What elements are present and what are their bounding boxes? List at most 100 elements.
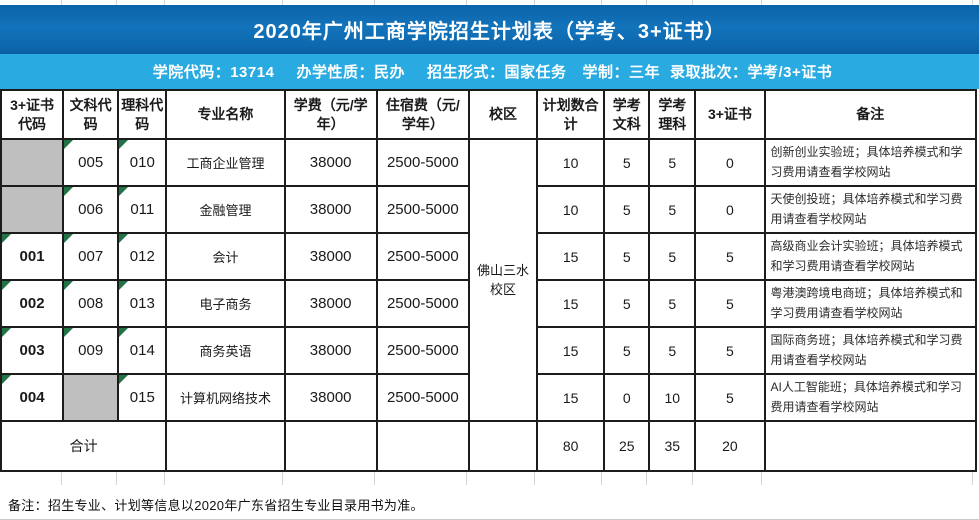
wenke-code-value: 007 — [78, 248, 104, 265]
header-tuition: 学费（元/学年） — [283, 89, 378, 140]
cell-cert: 5 — [694, 232, 766, 281]
cell-like-code: 014 — [117, 326, 168, 375]
header-accommodation: 住宿费（元/学年） — [375, 89, 470, 140]
cell-wenke-code: 008 — [62, 279, 120, 328]
header-plan-total: 计划数合计 — [536, 89, 606, 140]
cell-cert-code: 002 — [0, 279, 65, 328]
header-xuekao-like: 学考理科 — [648, 89, 697, 140]
cell-remark: 高级商业会计实验班；具体培养模式和学习费用请查看学校网站 — [763, 232, 977, 281]
cell-remark: 国际商务班；具体培养模式和学习费用请查看学校网站 — [763, 326, 977, 375]
comment-triangle-icon — [120, 188, 129, 196]
cell-major: 电子商务 — [165, 279, 286, 328]
comment-triangle-icon — [120, 141, 129, 149]
header-row: 3+证书代码 文科代码 理科代码 专业名称 学费（元/学年） 住宿费（元/学年）… — [0, 89, 977, 140]
table-row: 001 007 012 会计 38000 2500-5000 15 5 5 5 … — [0, 232, 977, 281]
cell-tuition: 38000 — [283, 232, 378, 281]
cell-remark: 粤港澳跨境电商班；具体培养模式和学习费用请查看学校网站 — [763, 279, 977, 328]
header-wenke-code: 文科代码 — [62, 89, 120, 140]
cell-major: 金融管理 — [165, 185, 286, 234]
cell-tuition: 38000 — [283, 279, 378, 328]
cell-plan-total: 15 — [536, 373, 606, 422]
cell-remark: 天使创投班；具体培养模式和学习费用请查看学校网站 — [763, 185, 977, 234]
cell-cert-code: 003 — [0, 326, 65, 375]
admission-plan-table: 3+证书代码 文科代码 理科代码 专业名称 学费（元/学年） 住宿费（元/学年）… — [0, 89, 977, 472]
cell-xuekao-like: 5 — [648, 279, 697, 328]
spreadsheet-gridlines-bottom — [0, 472, 977, 485]
comment-triangle-icon — [3, 329, 11, 337]
cell-xuekao-like: 5 — [648, 185, 697, 234]
total-remark-empty — [763, 420, 977, 472]
cell-tuition: 38000 — [283, 185, 378, 234]
cell-like-code: 011 — [117, 185, 168, 234]
cell-cert-code-empty — [0, 185, 65, 234]
cell-plan-total: 15 — [536, 232, 606, 281]
cell-xuekao-like: 10 — [648, 373, 697, 422]
cell-wenke-code: 006 — [62, 185, 120, 234]
cell-xuekao-like: 5 — [648, 326, 697, 375]
total-label: 合计 — [0, 420, 168, 472]
total-campus-empty — [467, 420, 539, 472]
header-cert-code: 3+证书代码 — [0, 89, 65, 140]
header-remarks: 备注 — [763, 89, 977, 140]
cell-cert: 5 — [694, 326, 766, 375]
comment-triangle-icon — [3, 235, 11, 243]
wenke-code-value: 006 — [78, 201, 104, 218]
cell-cert-code: 004 — [0, 373, 65, 422]
wenke-code-value: 009 — [78, 342, 104, 359]
title-bar: 2020年广州工商学院招生计划表（学考、3+证书） — [0, 5, 979, 54]
cell-remark: AI人工智能班；具体培养模式和学习费用请查看学校网站 — [763, 373, 977, 422]
cell-like-code: 013 — [117, 279, 168, 328]
table-row: 005 010 工商企业管理 38000 2500-5000 佛山三水校区 10… — [0, 138, 977, 422]
cell-xuekao-wenke: 5 — [603, 279, 651, 328]
comment-triangle-icon — [65, 235, 74, 243]
total-major-empty — [165, 420, 286, 472]
subtitle-bar: 学院代码：13714 办学性质：民办 招生形式：国家任务 学制：三年 录取批次：… — [0, 54, 979, 89]
header-campus: 校区 — [467, 89, 539, 140]
cell-campus: 佛山三水校区 — [467, 138, 539, 422]
cell-xuekao-wenke: 0 — [603, 373, 651, 422]
cell-xuekao-wenke: 5 — [603, 185, 651, 234]
cell-cert-code: 001 — [0, 232, 65, 281]
table-row: 002 008 013 电子商务 38000 2500-5000 15 5 5 … — [0, 279, 977, 328]
cell-tuition: 38000 — [283, 373, 378, 422]
like-code-value: 013 — [129, 295, 155, 312]
header-like-code: 理科代码 — [117, 89, 168, 140]
table-row: 006 011 金融管理 38000 2500-5000 10 5 5 0 天使… — [0, 185, 977, 234]
comment-triangle-icon — [3, 282, 11, 290]
total-accommodation-empty — [375, 420, 470, 472]
total-xuekao-wenke: 25 — [603, 420, 651, 472]
cert-code-value: 001 — [19, 248, 45, 265]
admission-batch: 录取批次：学考/3+证书 — [669, 64, 833, 81]
cell-accommodation: 2500-5000 — [375, 326, 470, 375]
cell-xuekao-like: 5 — [648, 138, 697, 187]
cell-wenke-code: 009 — [62, 326, 120, 375]
comment-triangle-icon — [120, 376, 129, 384]
cell-major: 会计 — [165, 232, 286, 281]
cell-xuekao-wenke: 5 — [603, 232, 651, 281]
cell-major: 计算机网络技术 — [165, 373, 286, 422]
like-code-value: 014 — [129, 342, 155, 359]
cell-accommodation: 2500-5000 — [375, 373, 470, 422]
comment-triangle-icon — [120, 329, 129, 337]
table-row: 004 015 计算机网络技术 38000 2500-5000 15 0 10 … — [0, 373, 977, 422]
cell-cert: 5 — [694, 279, 766, 328]
table-row: 003 009 014 商务英语 38000 2500-5000 15 5 5 … — [0, 326, 977, 375]
wenke-code-value: 005 — [78, 154, 104, 171]
wenke-code-value: 008 — [78, 295, 104, 312]
cell-remark: 创新创业实验班；具体培养模式和学习费用请查看学校网站 — [763, 138, 977, 187]
page-title: 2020年广州工商学院招生计划表（学考、3+证书） — [253, 21, 726, 43]
comment-triangle-icon — [120, 235, 129, 243]
cell-wenke-code-empty — [62, 373, 120, 422]
like-code-value: 012 — [129, 248, 155, 265]
comment-triangle-icon — [65, 282, 74, 290]
college-code: 学院代码：13714 — [152, 64, 275, 81]
cell-cert: 0 — [694, 138, 766, 187]
cell-major: 工商企业管理 — [165, 138, 286, 187]
cell-cert-code-empty — [0, 138, 65, 187]
cell-tuition: 38000 — [283, 138, 378, 187]
footer-note: 备注：招生专业、计划等信息以2020年广东省招生专业目录用书为准。 — [8, 498, 424, 513]
spreadsheet-gridlines-top — [0, 0, 977, 5]
like-code-value: 015 — [129, 389, 155, 406]
cell-cert: 5 — [694, 373, 766, 422]
